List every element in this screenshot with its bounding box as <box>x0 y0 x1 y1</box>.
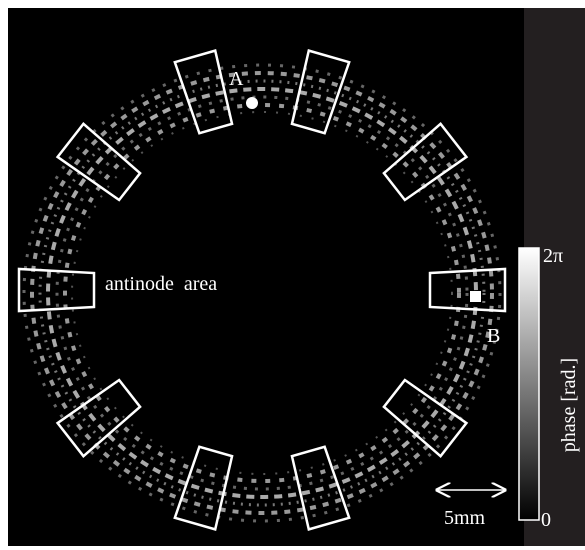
label-a: A <box>229 68 244 90</box>
colorbar-max: 2π <box>543 245 563 267</box>
scale-label: 5mm <box>444 507 486 529</box>
label-b: B <box>487 325 500 347</box>
point-a <box>246 97 258 109</box>
colorbar-min: 0 <box>541 509 551 531</box>
colorbar <box>519 248 539 520</box>
colorbar-title: phase [rad.] <box>558 358 580 452</box>
point-b <box>470 291 481 302</box>
antinode-label: antinode area <box>105 273 217 295</box>
figure: A B antinode area 5mm 2π 0 phase [rad.] <box>0 0 585 550</box>
phase-image <box>8 8 524 546</box>
